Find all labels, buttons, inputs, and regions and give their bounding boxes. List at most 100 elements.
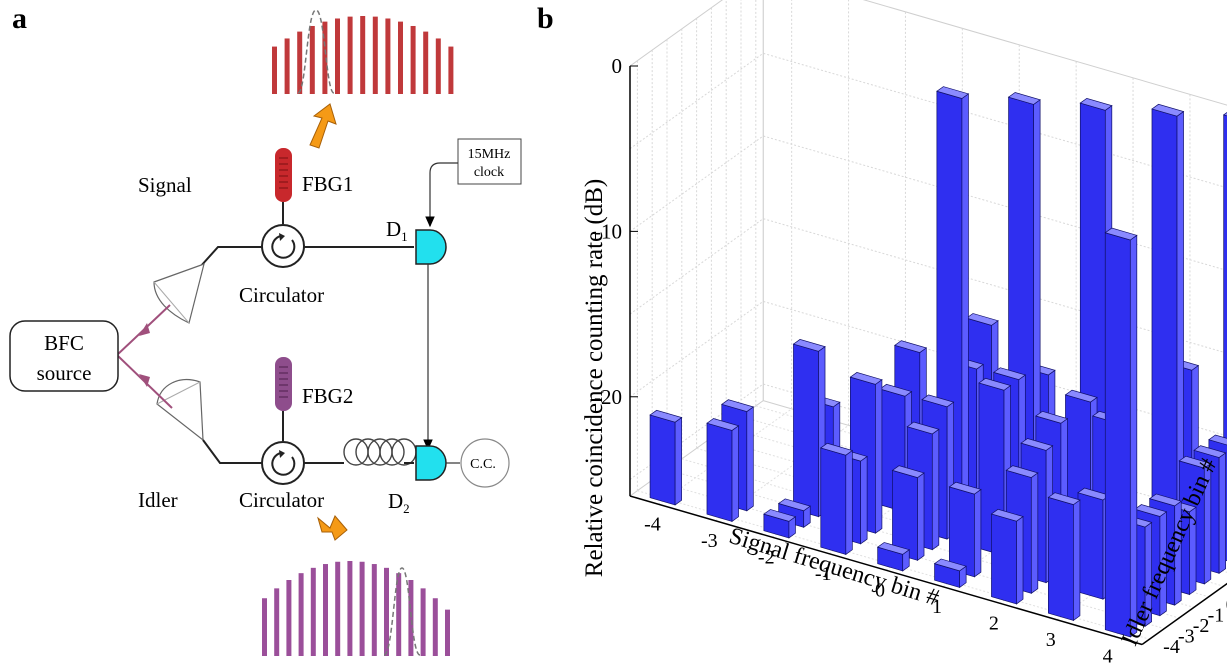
idler-fiber — [202, 439, 262, 464]
idler-label: Idler — [138, 488, 178, 512]
signal-reflect-arrow — [309, 103, 337, 149]
signal-comb-line — [360, 16, 366, 94]
clock-label-line2: clock — [474, 165, 504, 180]
signal-comb-line — [448, 46, 454, 94]
idler-comb-line — [420, 588, 426, 656]
y-tick-label: -1 — [1208, 604, 1225, 626]
idler-comb-line — [396, 573, 402, 656]
signal-comb-line — [398, 21, 403, 95]
y-tick-label: -4 — [1163, 636, 1180, 658]
signal-comb-line — [297, 31, 303, 95]
detector-d2 — [415, 445, 447, 481]
clock-trigger-line — [425, 162, 458, 228]
bar — [706, 418, 740, 523]
idler-frequency-comb — [262, 561, 450, 656]
idler-comb-line — [335, 561, 341, 656]
circulator-top-rotation-icon — [271, 235, 296, 259]
delay-fiber-coil — [343, 438, 417, 466]
bar — [1077, 487, 1111, 600]
signal-comb-line — [435, 38, 441, 94]
bar — [792, 339, 826, 518]
coincidence-counter — [460, 438, 510, 488]
fbg1-grating-lines — [279, 157, 288, 189]
idler-filter-profile — [383, 567, 421, 656]
y-tick-label: -2 — [1193, 615, 1210, 637]
signal-fiber — [199, 246, 262, 268]
z-tick-label: -20 — [594, 385, 622, 409]
signal-comb-line — [322, 21, 328, 95]
signal-comb-line — [335, 18, 340, 94]
clock-label-line1: 15MHz — [468, 147, 511, 162]
coincidence-counter-label: C.C. — [470, 457, 496, 472]
x-tick-label: 2 — [989, 612, 999, 634]
bfc-source-line2: source — [37, 361, 92, 385]
circulator-top — [261, 224, 305, 268]
signal-comb-line — [385, 18, 391, 94]
bar — [1104, 227, 1138, 638]
fbg2-grating — [275, 357, 292, 411]
bar — [819, 442, 854, 556]
detector-d1-label: D1 — [386, 217, 408, 244]
signal-comb-line — [284, 38, 290, 94]
circulator-top-label: Circulator — [239, 283, 324, 307]
clock-box — [457, 138, 522, 185]
y-axis-line — [1141, 582, 1227, 646]
idler-comb-line — [298, 573, 304, 656]
bar — [933, 558, 967, 589]
bfc-source-box — [9, 320, 119, 392]
idler-comb-line — [408, 580, 414, 656]
x-tick-label: -3 — [701, 530, 718, 552]
panel-a-letter: a — [12, 2, 27, 35]
y-tick-label: -3 — [1178, 626, 1195, 648]
fbg1-label: FBG1 — [302, 172, 353, 196]
idler-collimator — [156, 379, 204, 442]
circulator-bottom-label: Circulator — [239, 488, 324, 512]
signal-label: Signal — [138, 173, 192, 197]
y-tick-label: 0 — [1226, 594, 1227, 616]
signal-comb-line — [309, 25, 315, 94]
idler-comb-line — [262, 598, 267, 656]
fbg2-grating-lines — [279, 366, 288, 398]
signal-filter-profile — [297, 9, 335, 94]
idler-comb-line — [274, 588, 280, 656]
circulator-bottom — [261, 441, 305, 485]
circulator-bottom-rotation-icon — [271, 452, 296, 476]
x-tick-label: 1 — [932, 596, 942, 618]
idler-comb-line — [323, 564, 328, 656]
bar — [1151, 103, 1185, 547]
panel-b-letter: b — [537, 2, 554, 35]
z-tick-label: -10 — [594, 219, 622, 243]
bar — [891, 465, 925, 561]
bar — [948, 481, 982, 578]
bar — [649, 409, 683, 506]
x-tick-label: -1 — [815, 563, 832, 585]
bar — [990, 508, 1024, 605]
idler-comb-line — [384, 567, 389, 656]
signal-comb-line — [272, 46, 277, 94]
signal-comb-line — [347, 16, 353, 94]
chart-bars — [649, 86, 1227, 638]
idler-comb-line — [286, 580, 292, 656]
x-axis-line — [629, 495, 1143, 646]
idler-comb-line — [359, 561, 365, 656]
z-tick-label: 0 — [612, 54, 623, 78]
fbg1-grating — [275, 148, 292, 202]
signal-comb-line — [410, 25, 416, 94]
idler-reflect-arrow — [317, 515, 348, 541]
x-tick-label: -2 — [758, 546, 775, 568]
bfc-source-line1: BFC — [44, 331, 84, 355]
idler-comb-line — [371, 564, 377, 656]
x-tick-label: -4 — [644, 513, 661, 535]
signal-frequency-comb — [272, 16, 454, 95]
idler-comb-line — [445, 609, 450, 656]
idler-comb-line — [347, 561, 353, 656]
bar — [876, 542, 911, 572]
x-tick-label: 0 — [875, 579, 885, 601]
detector-d2-label: D2 — [388, 489, 410, 516]
z-axis-label: Relative coincidence counting rate (dB) — [581, 179, 608, 577]
detector-d1 — [415, 229, 447, 265]
x-tick-label: 3 — [1046, 629, 1056, 651]
signal-comb-line — [372, 16, 378, 94]
